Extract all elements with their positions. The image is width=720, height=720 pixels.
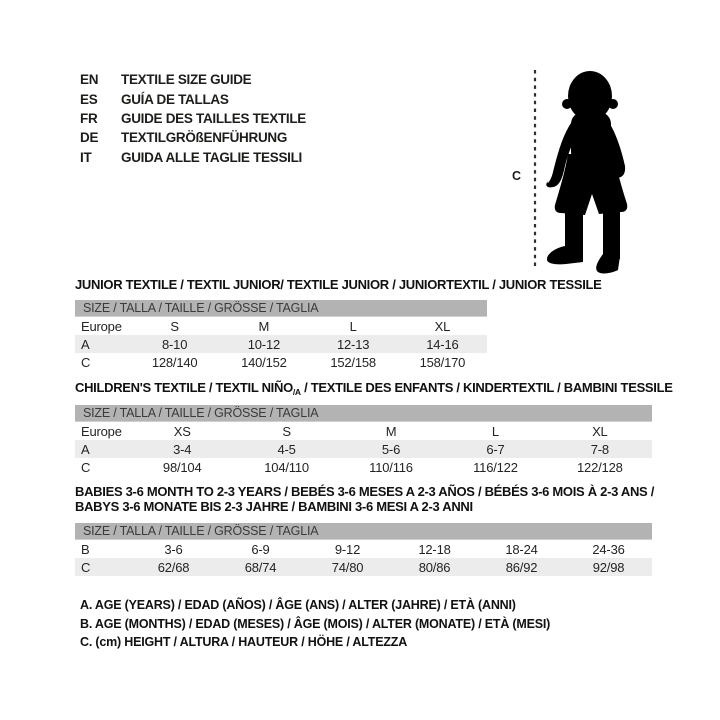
months-cell: 6-9: [251, 541, 270, 557]
size-cell: XL: [592, 423, 608, 439]
size-cell: L: [491, 423, 499, 439]
months-cell: 3-6: [164, 541, 183, 557]
language-row-it: IT GUIDA ALLE TAGLIE TESSILI: [80, 148, 306, 167]
legend-notes: A. AGE (YEARS) / EDAD (AÑOS) / ÂGE (ANS)…: [80, 598, 550, 654]
language-label: TEXTILGRÖßENFÜHRUNG: [121, 130, 288, 146]
language-label: GUIDA ALLE TAGLIE TESSILI: [121, 149, 302, 165]
months-cell: 9-12: [334, 541, 361, 557]
age-cell: 8-10: [162, 336, 188, 352]
row-label: A: [81, 441, 90, 457]
title-subscript: /A: [292, 387, 301, 397]
height-cell: 80/86: [418, 559, 451, 575]
age-cell: 12-13: [337, 336, 370, 352]
language-code: DE: [80, 130, 99, 146]
size-cell: M: [258, 318, 270, 334]
language-label: TEXTILE SIZE GUIDE: [121, 72, 252, 88]
note-age-months: B. AGE (MONTHS) / EDAD (MESES) / ÂGE (MO…: [80, 616, 551, 631]
section-title-junior: JUNIOR TEXTILE / TEXTIL JUNIOR/ TEXTILE …: [75, 277, 602, 292]
table-row-height: C 128/140 140/152 152/158 158/170: [75, 353, 487, 371]
language-code: ES: [80, 91, 98, 107]
age-cell: 4-5: [277, 441, 296, 457]
row-label: C: [81, 459, 91, 475]
age-cell: 5-6: [381, 441, 401, 457]
height-cell: 110/116: [369, 459, 413, 475]
language-row-fr: FR GUIDE DES TAILLES TEXTILE: [80, 109, 306, 128]
table-row-months: B 3-6 6-9 9-12 12-18 18-24 24-36: [75, 540, 652, 558]
language-code: IT: [80, 149, 92, 165]
height-cell: 158/170: [419, 354, 466, 370]
table-row-age: A 8-10 10-12 12-13 14-16: [75, 335, 487, 353]
language-row-es: ES GUÍA DE TALLAS: [80, 89, 306, 108]
row-label: C: [81, 559, 91, 575]
height-cell: 62/68: [157, 559, 190, 575]
note-height-cm: C. (cm) HEIGHT / ALTURA / HAUTEUR / HÖHE…: [80, 635, 408, 650]
babies-size-table: SIZE / TALLA / TAILLE / GRÖSSE / TAGLIA …: [75, 523, 652, 576]
months-cell: 12-18: [418, 541, 451, 557]
title-text: CHILDREN'S TEXTILE / TEXTIL NIÑO: [75, 380, 293, 395]
table-row-europe: Europe S M L XL: [75, 317, 487, 335]
table-row-height: C 98/104 104/110 110/116 116/122 122/128: [75, 458, 652, 476]
height-cell: 98/104: [162, 459, 202, 475]
size-cell: M: [385, 423, 397, 439]
section-title-babies-line2: BABYS 3-6 MONATE BIS 2-3 JAHRE / BAMBINI…: [75, 499, 473, 514]
height-cell: 116/122: [473, 459, 518, 475]
height-cell: 104/110: [264, 459, 309, 475]
age-cell: 7-8: [590, 441, 609, 457]
section-title-babies-line1: BABIES 3-6 MONTH TO 2-3 YEARS / BEBÉS 3-…: [75, 484, 655, 499]
age-cell: 6-7: [486, 441, 505, 457]
language-row-en: EN TEXTILE SIZE GUIDE: [80, 70, 306, 89]
note-age-years: A. AGE (YEARS) / EDAD (AÑOS) / ÂGE (ANS)…: [80, 598, 516, 612]
row-label: Europe: [81, 423, 122, 439]
age-cell: 14-16: [426, 336, 459, 352]
row-label: Europe: [81, 318, 122, 334]
language-list: EN TEXTILE SIZE GUIDE ES GUÍA DE TALLAS …: [80, 70, 306, 167]
language-code: FR: [80, 110, 98, 126]
months-cell: 18-24: [505, 541, 538, 557]
language-label: GUIDE DES TAILLES TEXTILE: [121, 110, 307, 126]
height-cell: 86/92: [505, 559, 538, 575]
children-size-table: SIZE / TALLA / TAILLE / GRÖSSE / TAGLIA …: [75, 405, 652, 476]
title-text: / TEXTILE DES ENFANTS / KINDERTEXTIL / B…: [300, 380, 673, 395]
height-cell: 92/98: [592, 559, 625, 575]
size-header-bar: SIZE / TALLA / TAILLE / GRÖSSE / TAGLIA: [75, 523, 652, 540]
language-code: EN: [80, 72, 99, 88]
age-cell: 10-12: [247, 336, 280, 352]
toddler-silhouette-figure: C: [512, 70, 628, 274]
language-label: GUÍA DE TALLAS: [121, 91, 229, 107]
height-cell: 122/128: [577, 459, 623, 475]
row-label: C: [81, 354, 91, 370]
height-cell: 128/140: [151, 354, 198, 370]
toddler-child-silhouette: [546, 71, 628, 274]
table-row-height: C 62/68 68/74 74/80 80/86 86/92 92/98: [75, 558, 652, 576]
language-row-de: DE TEXTILGRÖßENFÜHRUNG: [80, 128, 306, 147]
table-row-europe: Europe XS S M L XL: [75, 422, 652, 440]
table-row-age: A 3-4 4-5 5-6 6-7 7-8: [75, 440, 652, 458]
row-label: B: [81, 541, 90, 557]
height-cell: 74/80: [331, 559, 364, 575]
size-header-bar: SIZE / TALLA / TAILLE / GRÖSSE / TAGLIA: [75, 300, 487, 317]
size-cell: S: [282, 423, 291, 439]
height-cell: 152/158: [330, 354, 376, 370]
size-cell: S: [170, 318, 179, 334]
size-header-bar: SIZE / TALLA / TAILLE / GRÖSSE / TAGLIA: [75, 405, 652, 422]
age-cell: 3-4: [173, 441, 192, 457]
row-label: A: [81, 336, 90, 352]
height-measure-label: C: [512, 169, 521, 183]
size-cell: XS: [173, 423, 191, 439]
height-cell: 68/74: [244, 559, 277, 575]
months-cell: 24-36: [592, 541, 625, 557]
size-cell: L: [349, 318, 357, 334]
section-title-children: CHILDREN'S TEXTILE / TEXTIL NIÑO/A / TEX…: [75, 380, 673, 397]
height-cell: 140/152: [241, 354, 287, 370]
size-cell: XL: [434, 318, 451, 334]
junior-size-table: SIZE / TALLA / TAILLE / GRÖSSE / TAGLIA …: [75, 300, 487, 371]
